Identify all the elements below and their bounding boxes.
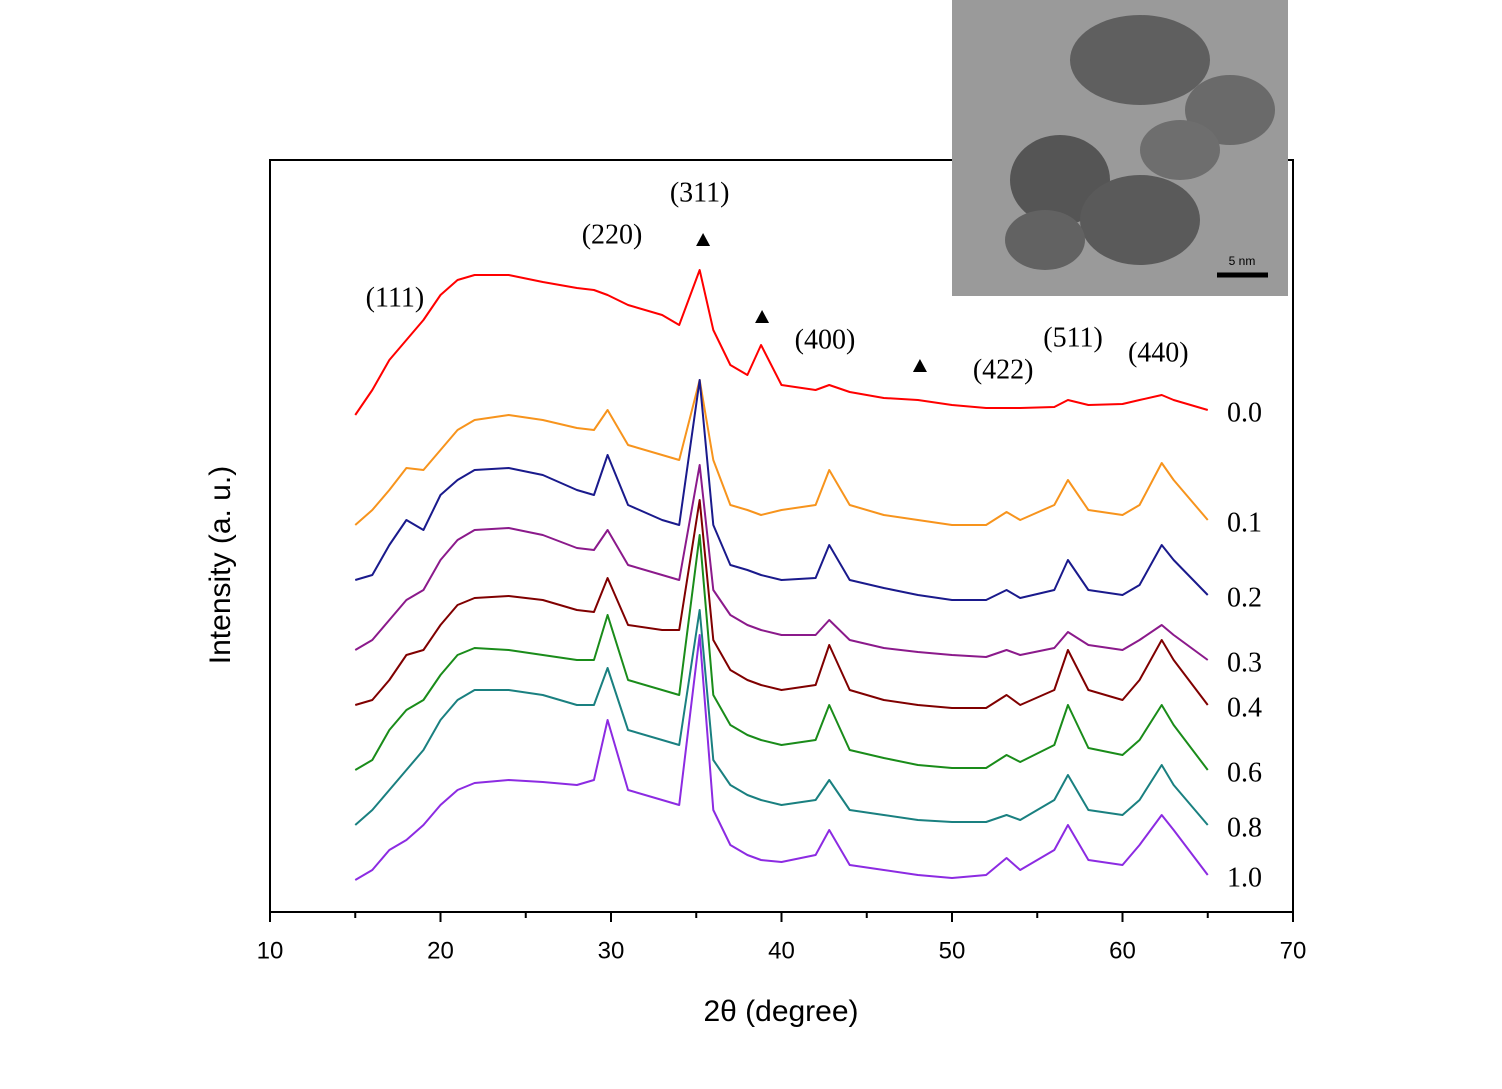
series-label: 0.0 <box>1227 397 1262 428</box>
series-label: 0.6 <box>1227 757 1262 788</box>
series-line <box>354 379 1209 526</box>
series-line <box>354 269 1209 416</box>
x-tick-label: 30 <box>598 937 625 964</box>
series-line <box>354 464 1209 661</box>
peak-annotation: (111) <box>366 282 425 313</box>
x-axis-label: 2θ (degree) <box>703 995 858 1028</box>
impurity-marker <box>696 233 711 246</box>
series-label: 0.3 <box>1227 647 1262 678</box>
inset-image: 5 nm <box>952 0 1288 296</box>
x-tick-label: 40 <box>768 937 795 964</box>
x-tick-label: 20 <box>427 937 454 964</box>
impurity-marker <box>755 310 770 323</box>
series-line <box>354 379 1209 601</box>
peak-annotation: (511) <box>1043 322 1103 353</box>
peak-annotation: (440) <box>1128 337 1189 368</box>
particle <box>1185 75 1275 145</box>
series-line <box>354 534 1209 771</box>
series-line <box>354 634 1209 881</box>
x-tick-label: 70 <box>1280 937 1307 964</box>
particle <box>1080 175 1200 265</box>
x-tick-label: 50 <box>939 937 966 964</box>
x-tick-label: 60 <box>1109 937 1136 964</box>
peak-annotation: (311) <box>670 177 730 208</box>
series-label: 0.8 <box>1227 812 1262 843</box>
particle <box>1070 15 1210 105</box>
peak-annotation: (220) <box>582 219 643 250</box>
series-line <box>354 609 1209 826</box>
series-label: 0.4 <box>1227 692 1262 723</box>
series-label: 1.0 <box>1227 862 1262 893</box>
particle <box>1140 120 1220 180</box>
series-line <box>354 499 1209 709</box>
y-axis-label: Intensity (a. u.) <box>204 466 237 664</box>
particle <box>1005 210 1085 270</box>
peak-annotation: (422) <box>973 354 1034 385</box>
peak-annotation: (400) <box>795 324 856 355</box>
impurity-marker <box>912 359 927 372</box>
scale-bar-label: 5 nm <box>1229 254 1256 268</box>
series-label: 0.2 <box>1227 582 1262 613</box>
x-tick-label: 10 <box>257 937 284 964</box>
series-label: 0.1 <box>1227 507 1262 538</box>
